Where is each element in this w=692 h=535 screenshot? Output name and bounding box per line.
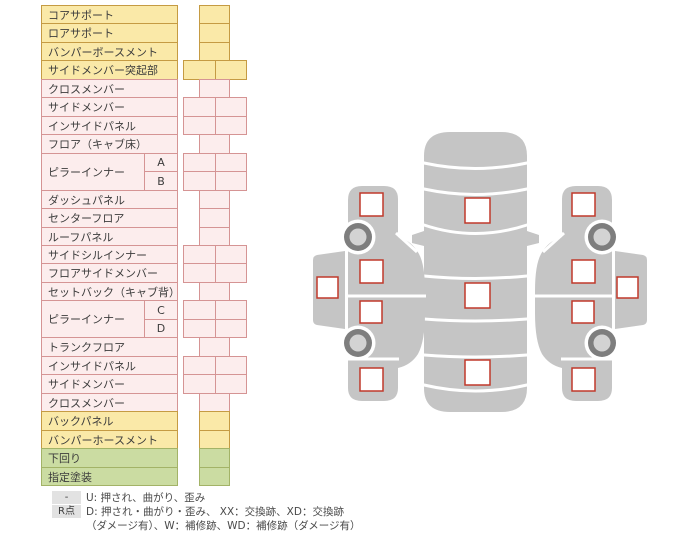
damage-cell-6-1[interactable] bbox=[215, 116, 247, 135]
damage-marker-right-front-door[interactable] bbox=[571, 259, 596, 284]
damage-cell-24-0[interactable] bbox=[199, 448, 230, 468]
car-top-body bbox=[424, 132, 527, 412]
damage-cell-4-0[interactable] bbox=[199, 79, 230, 98]
legend-text-1: D: 押され・曲がり・歪み、 XX：交換跡、XD：交換跡 bbox=[86, 506, 344, 518]
right-front-wheel bbox=[584, 219, 620, 255]
part-label-7: フロア（キャブ床） bbox=[41, 134, 178, 154]
part-label-5: サイドメンバー bbox=[41, 97, 178, 117]
damage-cell-15-0[interactable] bbox=[199, 282, 230, 301]
damage-cell-14-1[interactable] bbox=[215, 263, 247, 283]
damage-cell-8-0[interactable] bbox=[183, 153, 216, 172]
part-label-23: バンパーホースメント bbox=[41, 430, 178, 449]
damage-marker-right-rear-door[interactable] bbox=[571, 300, 595, 324]
damage-marker-center-hood[interactable] bbox=[464, 197, 491, 224]
damage-marker-left-sill[interactable] bbox=[316, 276, 339, 299]
part-label-15: セットバック（キャブ背） bbox=[41, 282, 178, 301]
legend-text-2: （ダメージ有）、W：補修跡、WD：補修跡（ダメージ有） bbox=[86, 520, 361, 532]
damage-cell-8-1[interactable] bbox=[215, 153, 247, 172]
damage-cell-25-0[interactable] bbox=[199, 467, 230, 486]
damage-marker-left-quarter-panel[interactable] bbox=[359, 367, 384, 392]
left-mirror-icon bbox=[412, 231, 424, 246]
legend-marker-1: R点 bbox=[52, 505, 81, 518]
pillar-sub-label-C: C bbox=[144, 300, 178, 320]
part-label-19: インサイドパネル bbox=[41, 356, 178, 375]
damage-cell-7-0[interactable] bbox=[199, 134, 230, 154]
damage-cell-0-0[interactable] bbox=[199, 5, 230, 24]
damage-marker-right-front-fender[interactable] bbox=[571, 192, 596, 217]
damage-cell-21-0[interactable] bbox=[199, 393, 230, 412]
damage-marker-right-sill[interactable] bbox=[616, 276, 639, 299]
damage-cell-9-0[interactable] bbox=[183, 171, 216, 191]
part-label-8: ピラーインナー bbox=[41, 153, 145, 191]
damage-cell-22-0[interactable] bbox=[199, 411, 230, 431]
legend-marker-0: - bbox=[52, 491, 81, 504]
damage-cell-17-0[interactable] bbox=[183, 319, 216, 338]
damage-marker-left-rear-door[interactable] bbox=[359, 300, 383, 324]
damage-cell-19-0[interactable] bbox=[183, 356, 216, 375]
damage-cell-16-1[interactable] bbox=[215, 300, 247, 320]
damage-cell-23-0[interactable] bbox=[199, 430, 230, 449]
damage-cell-19-1[interactable] bbox=[215, 356, 247, 375]
pillar-sub-label-A: A bbox=[144, 153, 178, 172]
part-label-12: ルーフパネル bbox=[41, 227, 178, 246]
damage-cell-3-0[interactable] bbox=[183, 60, 216, 80]
damage-cell-5-1[interactable] bbox=[215, 97, 247, 117]
part-label-0: コアサポート bbox=[41, 5, 178, 24]
damage-cell-1-0[interactable] bbox=[199, 23, 230, 43]
damage-cell-20-1[interactable] bbox=[215, 374, 247, 394]
damage-cell-18-0[interactable] bbox=[199, 337, 230, 357]
part-label-20: サイドメンバー bbox=[41, 374, 178, 394]
car-top-view bbox=[412, 132, 539, 412]
damage-marker-center-roof[interactable] bbox=[464, 282, 491, 309]
right-rear-wheel bbox=[584, 325, 620, 361]
damage-marker-right-quarter-panel[interactable] bbox=[571, 367, 596, 392]
damage-cell-5-0[interactable] bbox=[183, 97, 216, 117]
part-label-25: 指定塗装 bbox=[41, 467, 178, 486]
damage-cell-12-0[interactable] bbox=[199, 227, 230, 246]
left-front-wheel bbox=[340, 219, 376, 255]
part-label-1: ロアサポート bbox=[41, 23, 178, 43]
damage-cell-3-1[interactable] bbox=[215, 60, 247, 80]
part-label-3: サイドメンバー突起部 bbox=[41, 60, 178, 80]
legend-text-0: U: 押され、曲がり、歪み bbox=[86, 492, 206, 504]
panel-separator-lines bbox=[422, 161, 529, 393]
damage-cell-9-1[interactable] bbox=[215, 171, 247, 191]
pillar-sub-label-D: D bbox=[144, 319, 178, 338]
right-mirror-icon bbox=[527, 231, 539, 246]
damage-cell-2-0[interactable] bbox=[199, 42, 230, 61]
part-label-10: ダッシュパネル bbox=[41, 190, 178, 209]
part-label-18: トランクフロア bbox=[41, 337, 178, 357]
damage-cell-11-0[interactable] bbox=[199, 208, 230, 228]
damage-cell-16-0[interactable] bbox=[183, 300, 216, 320]
part-label-24: 下回り bbox=[41, 448, 178, 468]
damage-marker-left-front-fender[interactable] bbox=[359, 192, 384, 217]
damage-cell-6-0[interactable] bbox=[183, 116, 216, 135]
part-label-2: バンパーボースメント bbox=[41, 42, 178, 61]
car-left-view bbox=[313, 186, 426, 401]
damage-markers bbox=[316, 192, 639, 392]
part-label-11: センターフロア bbox=[41, 208, 178, 228]
damage-cell-10-0[interactable] bbox=[199, 190, 230, 209]
damage-cell-13-0[interactable] bbox=[183, 245, 216, 264]
damage-cell-14-0[interactable] bbox=[183, 263, 216, 283]
part-label-21: クロスメンバー bbox=[41, 393, 178, 412]
part-label-14: フロアサイドメンバー bbox=[41, 263, 178, 283]
damage-marker-center-trunk[interactable] bbox=[464, 359, 491, 386]
part-label-22: バックパネル bbox=[41, 411, 178, 431]
damage-marker-left-front-door[interactable] bbox=[359, 259, 384, 284]
part-label-4: クロスメンバー bbox=[41, 79, 178, 98]
car-right-view bbox=[534, 186, 647, 401]
pillar-sub-label-B: B bbox=[144, 171, 178, 191]
part-label-6: インサイドパネル bbox=[41, 116, 178, 135]
part-label-13: サイドシルインナー bbox=[41, 245, 178, 264]
damage-cell-13-1[interactable] bbox=[215, 245, 247, 264]
damage-cell-20-0[interactable] bbox=[183, 374, 216, 394]
left-rear-wheel bbox=[340, 325, 376, 361]
damage-cell-17-1[interactable] bbox=[215, 319, 247, 338]
part-label-16: ピラーインナー bbox=[41, 300, 145, 338]
